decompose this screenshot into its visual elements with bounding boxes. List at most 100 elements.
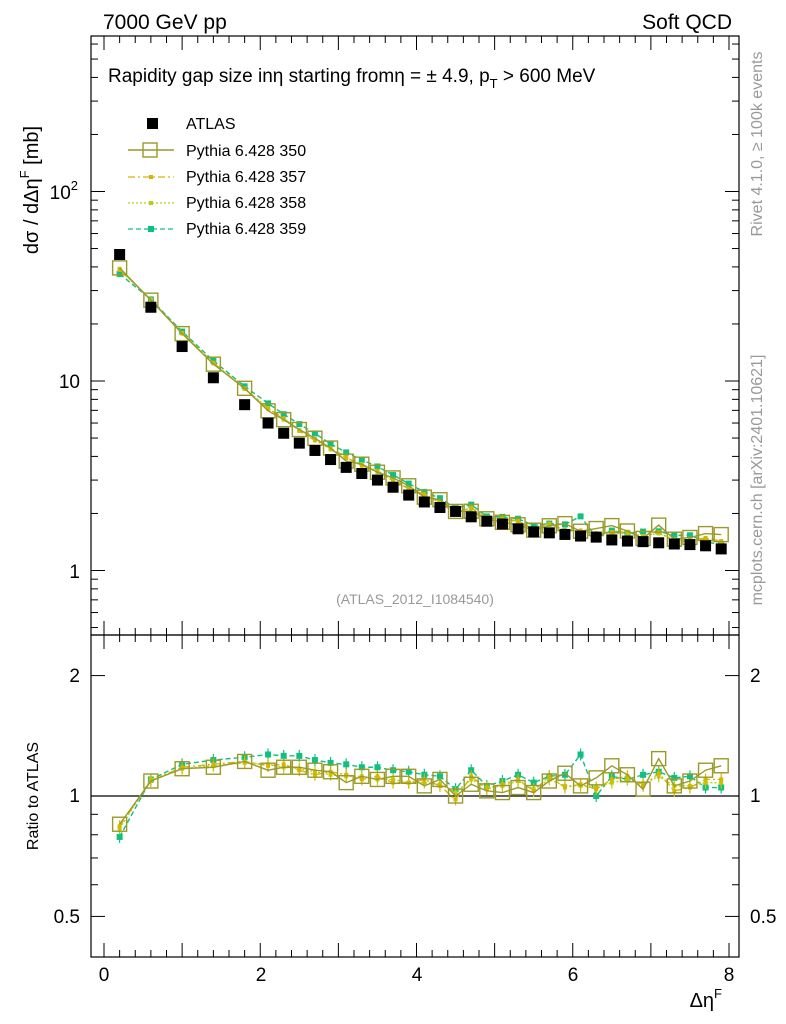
legend-marker-357 (149, 175, 153, 179)
series-marker-p350 (260, 403, 276, 419)
header-left: 7000 GeV pp (103, 11, 227, 34)
ratio-marker-p350 (682, 773, 698, 789)
ratio-marker-p357 (484, 787, 489, 792)
ratio-marker-p357 (703, 777, 708, 782)
ratio-marker-p357 (625, 774, 630, 779)
atlas-data-point (559, 528, 571, 540)
ratio-line-p350 (119, 757, 722, 825)
series-marker-p357 (703, 535, 708, 540)
plot-title: Rapidity gap size inη starting fromη = ±… (108, 66, 596, 91)
ratio-marker-p357 (500, 782, 505, 787)
atlas-data-point (434, 502, 446, 514)
ratio-marker-p359 (686, 773, 693, 780)
y-axis-label-sup: F (17, 170, 32, 178)
ratio-marker-p350 (650, 750, 667, 767)
series-marker-p357 (312, 438, 317, 443)
atlas-data-point (637, 536, 649, 548)
series-marker-p357 (344, 455, 349, 460)
series-marker-p359 (530, 522, 537, 529)
series-marker-p359 (577, 513, 584, 520)
atlas-data-point (512, 523, 524, 535)
atlas-data-point (340, 461, 352, 473)
atlas-data-point (621, 535, 633, 547)
y-axis-label-unit: [mb] (21, 126, 43, 170)
ratio-marker-p350 (510, 779, 526, 796)
series-marker-p357 (375, 468, 380, 473)
ratio-marker-p357 (469, 774, 474, 779)
ratio-marker-p357 (281, 762, 286, 767)
atlas-data-point (114, 249, 126, 261)
ratio-marker-p350 (307, 762, 323, 778)
ratio-marker-p350 (354, 768, 370, 785)
plot-title-sub: T (490, 76, 498, 91)
legend-marker-350 (142, 142, 158, 158)
ratio-marker-p350 (666, 778, 683, 794)
ratio-marker-p350 (463, 776, 479, 792)
atlas-data-point (239, 399, 251, 411)
series-marker-p350 (697, 525, 714, 542)
ratio-marker-p359 (374, 764, 381, 771)
ratio-marker-p357 (672, 788, 677, 793)
ratio-marker-p359 (327, 759, 334, 766)
ratio-marker-p359 (343, 761, 350, 768)
ratio-marker-p357 (609, 777, 614, 782)
series-marker-p350 (322, 440, 339, 456)
series-marker-p359 (436, 495, 443, 502)
ratio-marker-p350 (432, 771, 448, 788)
ratio-marker-p350 (236, 753, 253, 770)
axis-ticks (91, 36, 739, 957)
ratio-marker-p357 (641, 783, 646, 788)
ratio-marker-p357 (578, 782, 583, 787)
y-axis-label: dσ / dΔηF [mb] (17, 126, 43, 254)
ratio-marker-p358 (453, 790, 458, 795)
series-marker-p359 (210, 357, 217, 364)
ratio-marker-p350 (713, 758, 729, 774)
series-marker-p359 (116, 270, 123, 277)
legend-label-358: Pythia 6.428 358 (186, 195, 306, 212)
header-right: Soft QCD (642, 11, 732, 34)
y-tick-label-100-base: 10 (50, 183, 71, 204)
series-marker-p359 (296, 421, 303, 428)
atlas-data-point (278, 427, 290, 439)
ratio-marker-p357 (547, 774, 552, 779)
series-marker-p357 (547, 521, 552, 526)
x-tick-label-6: 6 (568, 965, 579, 986)
atlas-data-point (653, 537, 665, 549)
ratio-marker-p357 (211, 762, 216, 767)
x-axis-label: ΔηF (690, 986, 722, 1012)
source-label: mcplots.cern.ch [arXiv:2401.10621] (749, 355, 766, 606)
y-axis-label-main: dσ / dΔη (21, 178, 43, 254)
ratio-tick-label-1-right: 1 (750, 786, 761, 807)
analysis-id: (ATLAS_2012_I1084540) (336, 591, 494, 607)
atlas-data-point (575, 530, 587, 542)
ratio-marker-p359 (640, 771, 647, 778)
atlas-data-point (403, 489, 415, 501)
ratio-marker-p350 (416, 778, 433, 794)
atlas-data-point (262, 417, 274, 429)
series-marker-p350 (205, 356, 222, 372)
y-tick-label-10: 10 (59, 372, 80, 393)
ratio-marker-p359 (116, 833, 123, 840)
x-tick-label-2: 2 (256, 965, 267, 986)
ratio-marker-p357 (117, 824, 122, 829)
ratio-marker-p357 (719, 777, 724, 782)
ratio-marker-p359 (436, 773, 443, 780)
ratio-marker-p359 (593, 793, 600, 799)
ratio-marker-p350 (400, 768, 417, 785)
ratio-marker-p359 (265, 751, 272, 758)
ratio-marker-p350 (588, 770, 604, 786)
series-marker-p357 (391, 478, 396, 483)
ratio-tick-label-1: 1 (69, 786, 80, 807)
series-marker-p359 (374, 463, 381, 470)
ratio-marker-p357 (531, 788, 536, 793)
atlas-data-point (700, 540, 712, 552)
ratio-tick-label-0-5: 0.5 (54, 907, 80, 928)
ratio-marker-p359 (561, 771, 568, 778)
series-marker-p359 (311, 430, 318, 437)
series-marker-p357 (516, 518, 521, 523)
ratio-marker-p359 (577, 751, 584, 758)
series-marker-p359 (686, 532, 693, 539)
series-marker-p357 (266, 406, 271, 411)
ratio-y-axis-label: Ratio to ATLAS (25, 742, 42, 850)
series-marker-p350 (650, 517, 667, 533)
